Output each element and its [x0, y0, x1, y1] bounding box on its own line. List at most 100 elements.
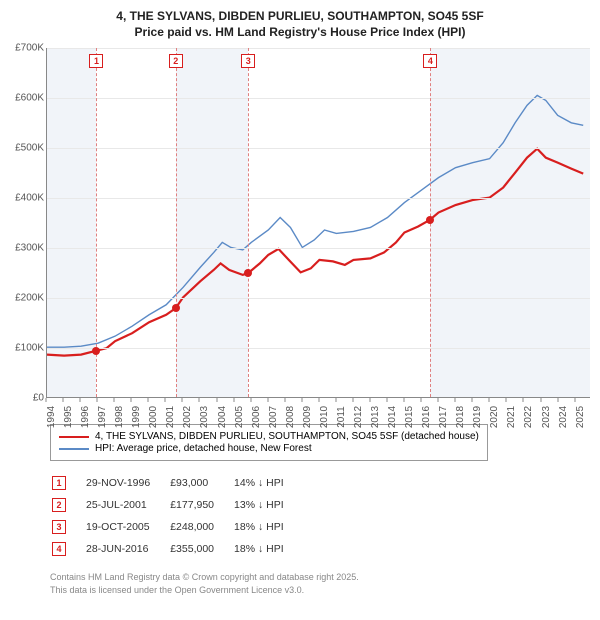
x-tick-mark: [199, 398, 200, 402]
x-tick-mark: [506, 398, 507, 402]
sale-vline: [248, 48, 249, 397]
table-row: 2 25-JUL-2001£177,95013% ↓ HPI: [52, 495, 302, 515]
table-row: 4 28-JUN-2016£355,00018% ↓ HPI: [52, 539, 302, 559]
x-tick-mark: [148, 398, 149, 402]
sale-vline: [176, 48, 177, 397]
footnote-line1: Contains HM Land Registry data © Crown c…: [50, 571, 582, 583]
chart-title: 4, THE SYLVANS, DIBDEN PURLIEU, SOUTHAMP…: [10, 8, 590, 40]
x-tick-label: 2011: [336, 407, 347, 429]
y-tick-label: £0: [33, 393, 44, 404]
x-tick-mark: [352, 398, 353, 402]
sale-numbox: 3: [52, 520, 66, 534]
footnote: Contains HM Land Registry data © Crown c…: [50, 571, 582, 595]
x-tick-label: 1995: [63, 406, 74, 428]
sale-dot: [172, 304, 180, 312]
y-tick-label: £500K: [15, 143, 44, 154]
x-tick-label: 2005: [234, 406, 245, 428]
sale-index: 4: [52, 539, 84, 559]
table-row: 319-OCT-2005£248,00018% ↓ HPI: [52, 517, 302, 537]
gridline: [47, 348, 590, 349]
x-tick-mark: [523, 398, 524, 402]
sale-numbox: 2: [52, 498, 66, 512]
sales-table: 129-NOV-1996£93,00014% ↓ HPI225-JUL-2001…: [50, 471, 304, 561]
x-tick-label: 2021: [506, 406, 517, 428]
x-tick-label: 2020: [489, 406, 500, 428]
x-tick-label: 2002: [182, 406, 193, 428]
x-tick-mark: [284, 398, 285, 402]
chart: £0£100K£200K£300K£400K£500K£600K£700K 12…: [10, 48, 590, 418]
x-tick-mark: [489, 398, 490, 402]
series-hpi: [47, 96, 583, 348]
x-tick-mark: [267, 398, 268, 402]
x-tick-label: 2010: [319, 406, 330, 428]
x-tick-mark: [182, 398, 183, 402]
sale-numbox: 1: [52, 476, 66, 490]
x-tick-label: 2001: [165, 406, 176, 428]
gridline: [47, 248, 590, 249]
sale-price: £355,000: [170, 539, 232, 559]
x-tick-mark: [557, 398, 558, 402]
x-tick-mark: [318, 398, 319, 402]
x-tick-label: 2014: [387, 406, 398, 428]
y-tick-label: £400K: [15, 193, 44, 204]
legend-item-price-paid: 4, THE SYLVANS, DIBDEN PURLIEU, SOUTHAMP…: [59, 431, 479, 442]
x-tick-label: 2000: [148, 406, 159, 428]
x-tick-label: 2022: [523, 406, 534, 428]
sale-marker-box: 3: [241, 54, 255, 68]
gridline: [47, 198, 590, 199]
x-tick-mark: [574, 398, 575, 402]
plot-area: 1234: [46, 48, 590, 398]
legend-label: HPI: Average price, detached house, New …: [95, 443, 312, 454]
x-tick-mark: [370, 398, 371, 402]
x-axis: 1994199519961997199819992000200120022003…: [46, 398, 590, 418]
sale-date: 28-JUN-2016: [86, 539, 168, 559]
sale-price: £93,000: [170, 473, 232, 493]
sale-index: 2: [52, 495, 84, 515]
x-tick-mark: [131, 398, 132, 402]
x-tick-label: 1999: [131, 406, 142, 428]
gridline: [47, 48, 590, 49]
x-tick-label: 1996: [80, 406, 91, 428]
y-tick-label: £100K: [15, 343, 44, 354]
y-tick-label: £700K: [15, 43, 44, 54]
x-tick-label: 2023: [541, 406, 552, 428]
x-tick-mark: [114, 398, 115, 402]
x-tick-label: 2007: [268, 406, 279, 428]
x-tick-label: 2025: [575, 406, 586, 428]
sale-marker-box: 1: [89, 54, 103, 68]
x-tick-mark: [97, 398, 98, 402]
gridline: [47, 98, 590, 99]
sale-delta: 18% ↓ HPI: [234, 539, 302, 559]
x-tick-label: 2009: [302, 406, 313, 428]
x-tick-mark: [438, 398, 439, 402]
x-tick-label: 2015: [404, 406, 415, 428]
x-tick-label: 2019: [472, 406, 483, 428]
title-line2: Price paid vs. HM Land Registry's House …: [10, 24, 590, 40]
legend-swatch: [59, 448, 89, 449]
x-tick-label: 2016: [421, 406, 432, 428]
legend-label: 4, THE SYLVANS, DIBDEN PURLIEU, SOUTHAMP…: [95, 431, 479, 442]
table-row: 129-NOV-1996£93,00014% ↓ HPI: [52, 473, 302, 493]
sale-numbox: 4: [52, 542, 66, 556]
x-tick-label: 2024: [558, 406, 569, 428]
sale-date: 25-JUL-2001: [86, 495, 168, 515]
title-line1: 4, THE SYLVANS, DIBDEN PURLIEU, SOUTHAMP…: [10, 8, 590, 24]
sale-marker-box: 4: [423, 54, 437, 68]
sale-price: £177,950: [170, 495, 232, 515]
y-tick-label: £600K: [15, 93, 44, 104]
sale-delta: 14% ↓ HPI: [234, 473, 302, 493]
x-tick-label: 2012: [353, 406, 364, 428]
x-tick-mark: [455, 398, 456, 402]
x-tick-label: 1998: [114, 406, 125, 428]
x-tick-mark: [335, 398, 336, 402]
sale-vline: [96, 48, 97, 397]
sale-delta: 13% ↓ HPI: [234, 495, 302, 515]
x-tick-mark: [63, 398, 64, 402]
sale-index: 3: [52, 517, 84, 537]
x-tick-mark: [46, 398, 47, 402]
sale-index: 1: [52, 473, 84, 493]
x-tick-mark: [404, 398, 405, 402]
x-tick-mark: [421, 398, 422, 402]
sale-delta: 18% ↓ HPI: [234, 517, 302, 537]
y-tick-label: £200K: [15, 293, 44, 304]
